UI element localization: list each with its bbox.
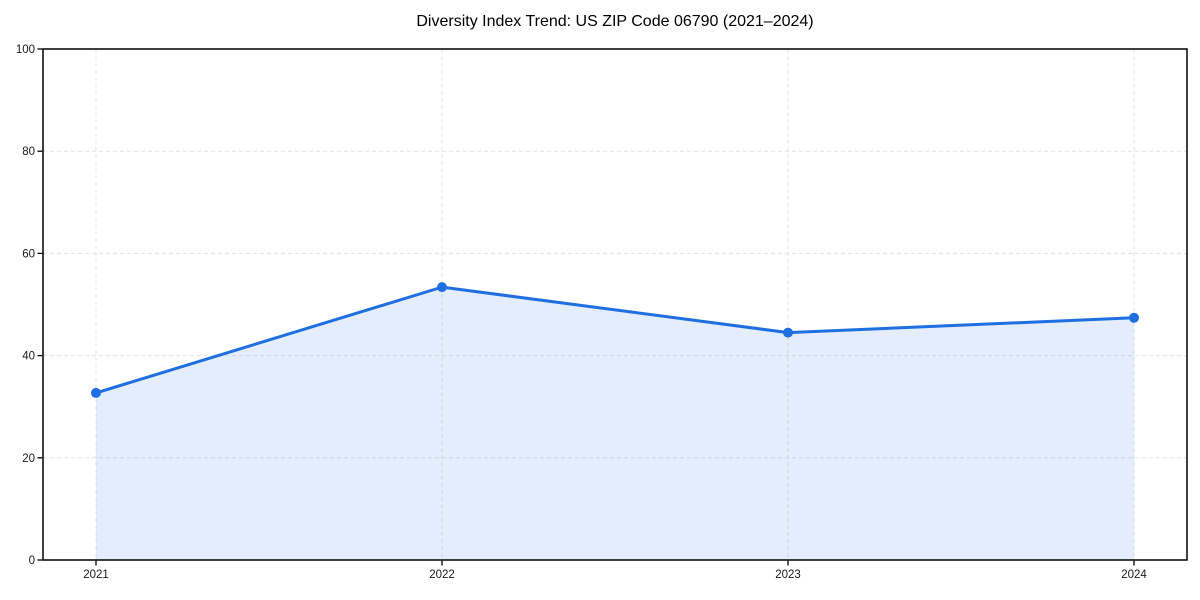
- plot-border: [42, 48, 1188, 561]
- y-tick-label-40: 40: [22, 351, 35, 363]
- y-tick-label-0: 0: [29, 555, 35, 567]
- data-point-2024: [1129, 312, 1139, 323]
- y-tick-label-20: 20: [22, 453, 35, 465]
- data-point-2021: [91, 387, 101, 398]
- x-tick-label-2023: 2023: [775, 569, 801, 581]
- y-tick-label-60: 60: [22, 248, 35, 260]
- x-tick-label-2021: 2021: [83, 569, 109, 581]
- area-fill: [96, 287, 1134, 560]
- x-tick-label-2022: 2022: [429, 569, 455, 581]
- x-tick-label-2024: 2024: [1121, 569, 1147, 581]
- y-tick-label-100: 100: [16, 44, 35, 56]
- data-point-2022: [437, 282, 447, 293]
- chart-title: Diversity Index Trend: US ZIP Code 06790…: [416, 13, 814, 30]
- trend-line: [94, 285, 1136, 395]
- data-point-2023: [783, 327, 793, 338]
- y-tick-label-80: 80: [22, 146, 35, 158]
